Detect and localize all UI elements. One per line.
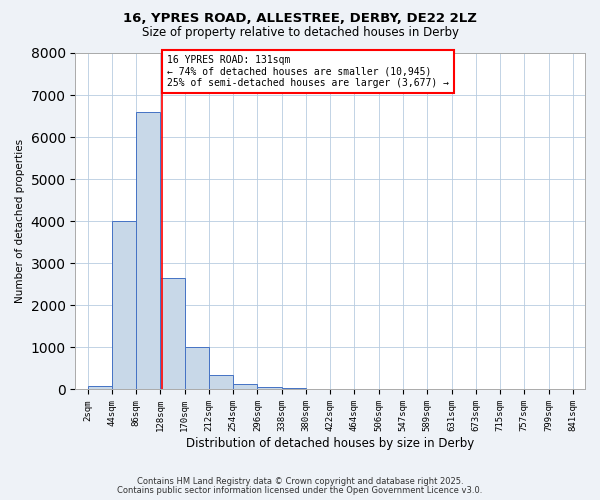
Bar — [136, 112, 160, 390]
Bar — [185, 348, 209, 390]
Bar — [257, 387, 281, 390]
Text: 16 YPRES ROAD: 131sqm
← 74% of detached houses are smaller (10,945)
25% of semi-: 16 YPRES ROAD: 131sqm ← 74% of detached … — [167, 54, 449, 88]
Text: Size of property relative to detached houses in Derby: Size of property relative to detached ho… — [142, 26, 458, 39]
Bar — [209, 375, 233, 390]
Text: 16, YPRES ROAD, ALLESTREE, DERBY, DE22 2LZ: 16, YPRES ROAD, ALLESTREE, DERBY, DE22 2… — [123, 12, 477, 26]
Text: Contains public sector information licensed under the Open Government Licence v3: Contains public sector information licen… — [118, 486, 482, 495]
Bar — [88, 386, 112, 390]
Bar — [112, 221, 136, 390]
Bar — [233, 384, 257, 390]
Y-axis label: Number of detached properties: Number of detached properties — [15, 139, 25, 304]
Text: Contains HM Land Registry data © Crown copyright and database right 2025.: Contains HM Land Registry data © Crown c… — [137, 477, 463, 486]
Bar — [281, 388, 306, 390]
Bar — [160, 278, 185, 390]
X-axis label: Distribution of detached houses by size in Derby: Distribution of detached houses by size … — [186, 437, 475, 450]
